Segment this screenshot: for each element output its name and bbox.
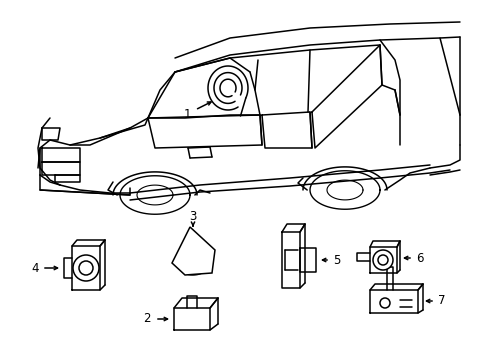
Text: 1: 1: [183, 108, 190, 121]
Text: 5: 5: [333, 253, 340, 266]
Text: 4: 4: [31, 261, 39, 274]
Circle shape: [377, 255, 387, 265]
Text: 7: 7: [437, 294, 445, 307]
Circle shape: [372, 250, 392, 270]
Circle shape: [73, 255, 99, 281]
Polygon shape: [172, 227, 215, 275]
Circle shape: [379, 298, 389, 308]
Text: 6: 6: [415, 252, 423, 265]
Text: 2: 2: [143, 312, 150, 325]
Circle shape: [79, 261, 93, 275]
Text: 3: 3: [189, 211, 196, 224]
